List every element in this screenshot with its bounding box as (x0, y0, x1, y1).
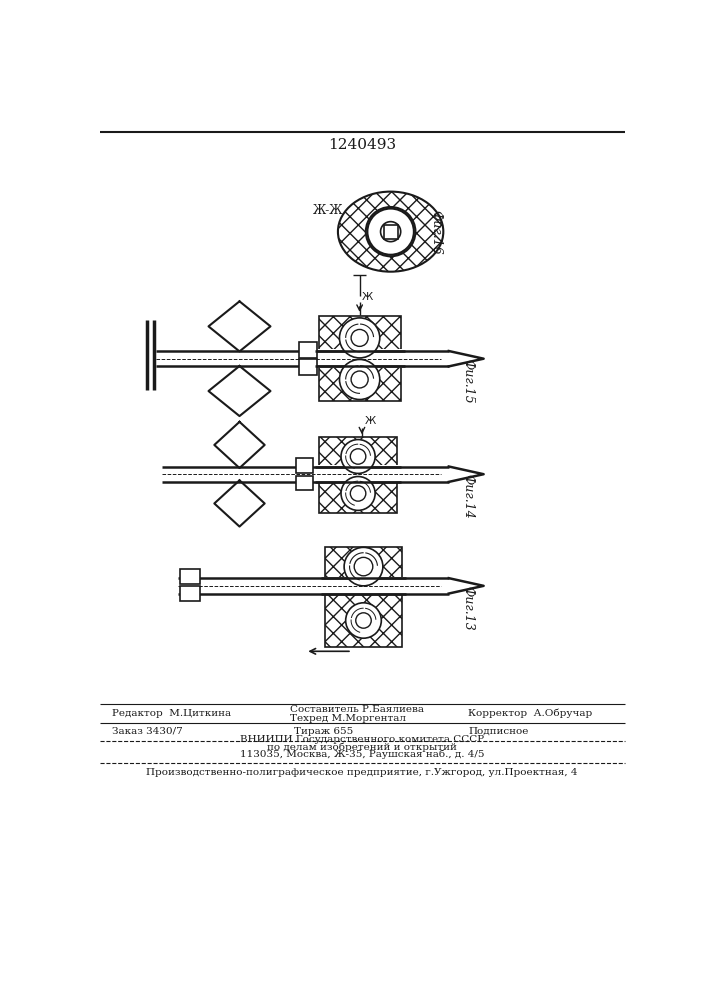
Text: Корректор  А.Обручар: Корректор А.Обручар (468, 709, 592, 718)
Bar (320, 437, 397, 474)
Ellipse shape (341, 477, 375, 510)
Bar (315, 349, 404, 368)
Text: Фиг.16: Фиг.16 (429, 210, 442, 255)
Bar (180, 586, 200, 601)
Ellipse shape (368, 209, 414, 255)
Ellipse shape (366, 207, 416, 256)
Bar (180, 569, 200, 584)
Ellipse shape (351, 371, 368, 388)
Text: Производственно-полиграфическое предприятие, г.Ужгород, ул.Проектная, 4: Производственно-полиграфическое предприя… (146, 768, 578, 777)
Text: Ж-Ж: Ж-Ж (313, 204, 344, 217)
Ellipse shape (354, 557, 373, 576)
Polygon shape (214, 422, 264, 468)
Ellipse shape (344, 547, 383, 586)
Text: 1240493: 1240493 (328, 138, 396, 152)
Text: Ж: Ж (362, 292, 373, 302)
Text: Редактор  М.Циткина: Редактор М.Циткина (112, 709, 230, 718)
Ellipse shape (351, 486, 366, 501)
Bar (325, 547, 402, 586)
Ellipse shape (341, 440, 375, 473)
Bar (299, 359, 317, 375)
Text: Составитель Р.Баялиева: Составитель Р.Баялиева (290, 705, 424, 714)
Bar (321, 577, 406, 595)
Text: 113035, Москва, Ж-35, Раушская наб., д. 4/5: 113035, Москва, Ж-35, Раушская наб., д. … (240, 750, 484, 759)
Ellipse shape (356, 613, 371, 628)
Ellipse shape (339, 318, 380, 358)
Text: Заказ 3430/7: Заказ 3430/7 (112, 727, 182, 736)
Bar (325, 590, 402, 647)
Polygon shape (214, 480, 264, 527)
Bar (320, 360, 401, 401)
Text: Ж: Ж (364, 416, 375, 426)
Polygon shape (209, 366, 271, 416)
Bar (299, 342, 317, 358)
Text: Подписное: Подписное (468, 727, 529, 736)
Text: ВНИИПИ Государственного комитета СССР: ВНИИПИ Государственного комитета СССР (240, 735, 484, 744)
Polygon shape (209, 301, 271, 351)
Bar (296, 476, 313, 490)
Bar (296, 458, 313, 473)
Ellipse shape (351, 329, 368, 346)
Text: Фиг.13: Фиг.13 (462, 586, 474, 631)
Text: Тираж 655: Тираж 655 (293, 727, 353, 736)
Text: по делам изобретений и открытий: по делам изобретений и открытий (267, 742, 457, 752)
Text: Фиг.15: Фиг.15 (462, 359, 474, 403)
Bar (320, 476, 397, 513)
Text: Фиг.14: Фиг.14 (462, 474, 474, 519)
Ellipse shape (339, 359, 380, 400)
Bar (315, 465, 401, 483)
Ellipse shape (346, 603, 381, 638)
Text: Техред М.Моргентал: Техред М.Моргентал (290, 714, 406, 723)
Ellipse shape (338, 192, 443, 272)
Ellipse shape (380, 222, 401, 242)
Bar (320, 316, 401, 359)
Ellipse shape (351, 449, 366, 464)
Bar (384, 225, 397, 239)
